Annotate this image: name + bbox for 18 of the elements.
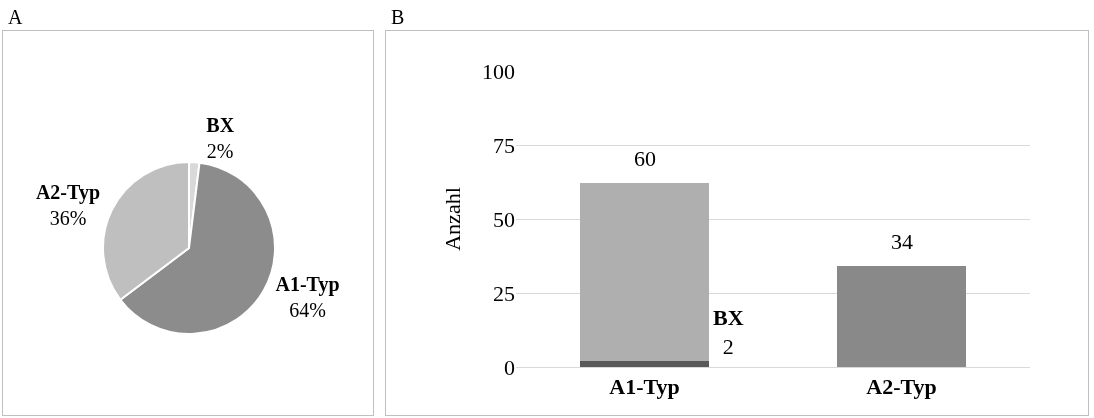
series-label: BX [713, 305, 744, 330]
chart-title: A [7, 5, 24, 30]
slice-label: A1-Typ [275, 273, 340, 296]
y-tick-label: 25 [493, 280, 515, 306]
data-label: 34 [891, 229, 913, 254]
data-label: 2% [206, 140, 234, 163]
slice-label: A2-Typ [35, 180, 101, 204]
y-axis-title: Anzahl [439, 187, 465, 251]
chart-title: B [390, 5, 406, 30]
data-label: 64% [289, 299, 326, 321]
data-label: 36% [49, 206, 87, 229]
data-label: 60 [634, 146, 656, 171]
data-label: 2 [722, 333, 734, 359]
y-tick-label: 50 [493, 206, 515, 232]
y-tick-label: 100 [482, 58, 515, 84]
slice-label: BX [206, 114, 235, 137]
y-tick-label: 75 [493, 132, 515, 158]
y-tick-label: 0 [504, 354, 515, 380]
